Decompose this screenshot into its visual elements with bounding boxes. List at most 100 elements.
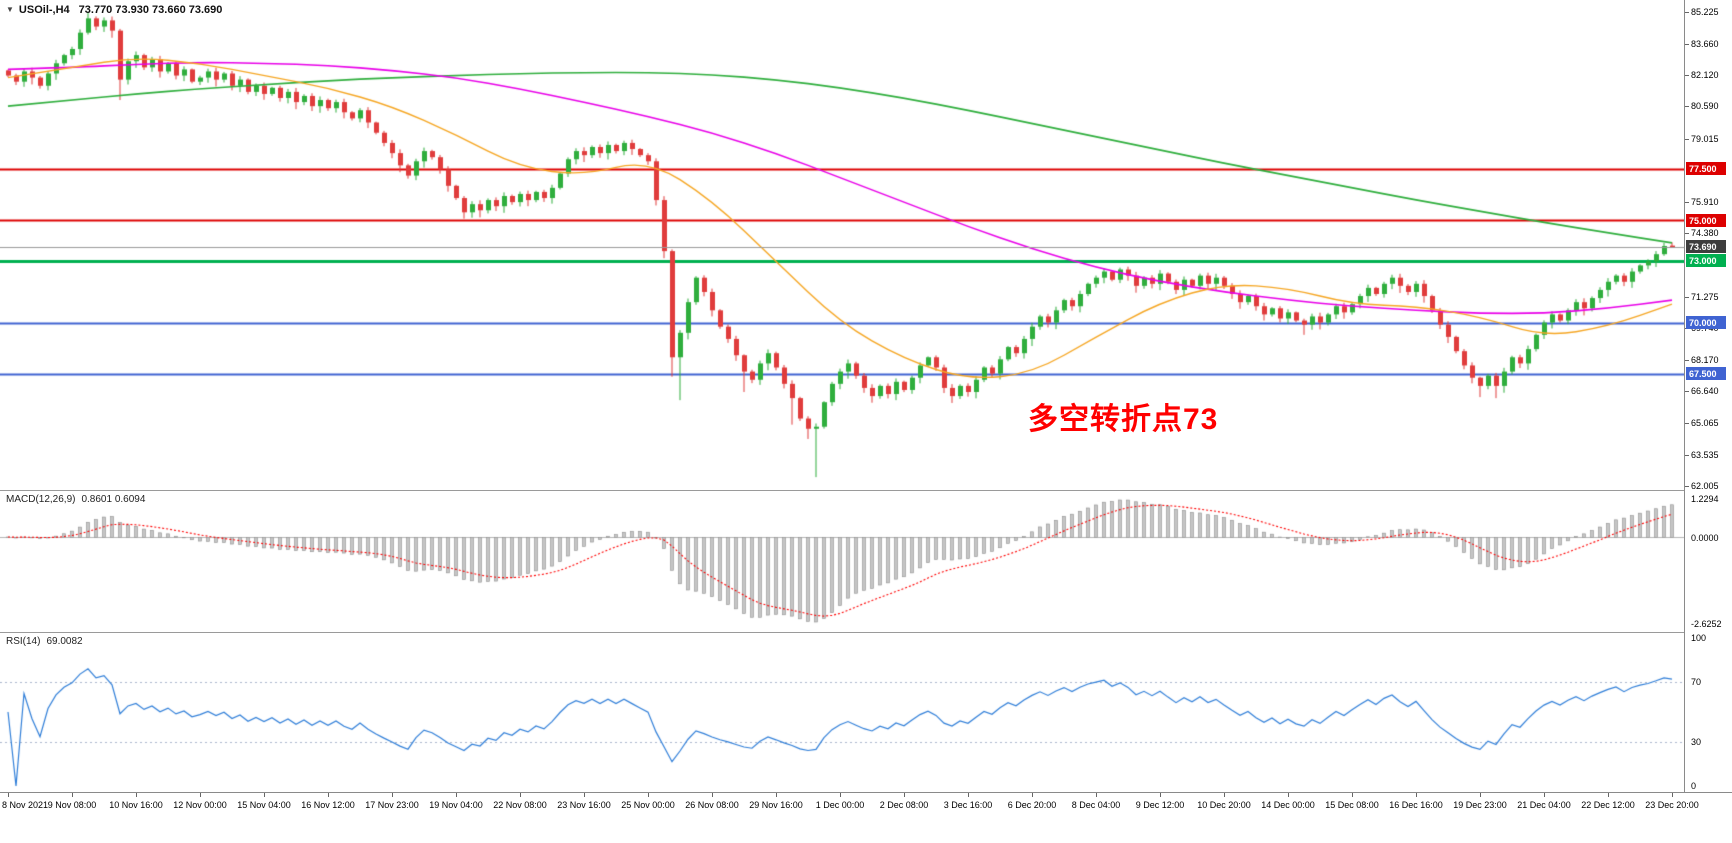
time-axis-tick xyxy=(1032,793,1033,797)
time-axis-tick xyxy=(136,793,137,797)
price-axis-tick xyxy=(1685,12,1689,13)
time-axis-label: 1 Dec 00:00 xyxy=(815,800,865,810)
time-axis-tick xyxy=(584,793,585,797)
price-axis-label: 83.660 xyxy=(1691,38,1719,49)
price-axis-label: 62.005 xyxy=(1691,480,1719,491)
price-axis-tick xyxy=(1685,202,1689,203)
price-axis-label: 68.170 xyxy=(1691,354,1719,365)
rsi-scale-label: 70 xyxy=(1691,677,1702,688)
time-axis-label: 15 Nov 04:00 xyxy=(237,800,291,810)
time-axis-tick xyxy=(1480,793,1481,797)
price-axis-tick xyxy=(1685,391,1689,392)
price-axis-label: 74.380 xyxy=(1691,228,1719,239)
time-axis-label: 19 Dec 23:00 xyxy=(1453,800,1507,810)
price-line-badge: 73.000 xyxy=(1686,254,1726,268)
time-axis-label: 16 Nov 12:00 xyxy=(301,800,355,810)
price-line-badge: 77.500 xyxy=(1686,162,1726,176)
chart-annotation-text[interactable]: 多空转折点73 xyxy=(1028,403,1219,436)
time-axis-label: 10 Dec 20:00 xyxy=(1197,800,1251,810)
price-axis-label: 79.015 xyxy=(1691,133,1719,144)
time-axis-label: 2 Dec 08:00 xyxy=(879,800,929,810)
panel-separator[interactable] xyxy=(0,632,1732,633)
price-axis[interactable]: 85.225 83.660 82.120 80.590 79.015 75.910 74.3… xyxy=(1684,0,1732,792)
price-axis-tick xyxy=(1685,44,1689,45)
rsi-indicator-label: RSI(14) 69.0082 xyxy=(6,636,83,647)
time-axis-tick xyxy=(328,793,329,797)
macd-scale-label: 0.0000 xyxy=(1691,532,1719,543)
price-axis-tick xyxy=(1685,455,1689,456)
price-axis-label: 85.225 xyxy=(1691,6,1719,17)
time-axis-tick xyxy=(1672,793,1673,797)
price-axis-label: 82.120 xyxy=(1691,70,1719,81)
price-line-badge: 70.000 xyxy=(1686,315,1726,329)
time-axis-label: 23 Dec 20:00 xyxy=(1645,800,1699,810)
time-axis-tick xyxy=(72,793,73,797)
macd-name: MACD(12,26,9) xyxy=(6,494,76,505)
time-axis-label: 9 Nov 08:00 xyxy=(47,800,97,810)
time-axis-tick xyxy=(968,793,969,797)
time-axis-tick xyxy=(1544,793,1545,797)
time-axis-label: 8 Nov 2021 xyxy=(2,800,49,810)
time-axis-tick xyxy=(1352,793,1353,797)
price-line-badge: 67.500 xyxy=(1686,366,1726,380)
time-axis-tick xyxy=(456,793,457,797)
macd-indicator-label: MACD(12,26,9) 0.8601 0.6094 xyxy=(6,494,145,505)
price-axis-label: 80.590 xyxy=(1691,101,1719,112)
time-axis-label: 10 Nov 16:00 xyxy=(109,800,163,810)
current-price-badge: 73.690 xyxy=(1686,240,1726,254)
time-axis-label: 12 Nov 00:00 xyxy=(173,800,227,810)
time-axis-label: 25 Nov 00:00 xyxy=(621,800,675,810)
time-axis-tick xyxy=(712,793,713,797)
time-axis-tick xyxy=(1096,793,1097,797)
time-axis-label: 14 Dec 00:00 xyxy=(1261,800,1315,810)
time-axis-label: 3 Dec 16:00 xyxy=(943,800,993,810)
symbol-timeframe: USOil-,H4 xyxy=(18,4,70,16)
time-axis-tick xyxy=(8,793,9,797)
price-axis-label: 75.910 xyxy=(1691,196,1719,207)
time-axis-label: 19 Nov 04:00 xyxy=(429,800,483,810)
time-axis-label: 23 Nov 16:00 xyxy=(557,800,611,810)
price-line-badge: 75.000 xyxy=(1686,213,1726,227)
price-axis-tick xyxy=(1685,139,1689,140)
time-axis-label: 22 Dec 12:00 xyxy=(1581,800,1635,810)
time-axis-label: 29 Nov 16:00 xyxy=(749,800,803,810)
rsi-scale-label: 30 xyxy=(1691,736,1702,747)
time-axis-tick xyxy=(264,793,265,797)
price-axis-tick xyxy=(1685,360,1689,361)
chart-canvas[interactable] xyxy=(0,0,1684,792)
time-axis-tick xyxy=(1224,793,1225,797)
time-axis-tick xyxy=(1416,793,1417,797)
price-axis-tick xyxy=(1685,297,1689,298)
rsi-name: RSI(14) xyxy=(6,636,41,647)
panel-separator[interactable] xyxy=(0,490,1732,491)
price-axis-tick xyxy=(1685,486,1689,487)
time-axis-label: 6 Dec 20:00 xyxy=(1007,800,1057,810)
time-axis-label: 8 Dec 04:00 xyxy=(1071,800,1121,810)
time-axis-tick xyxy=(1608,793,1609,797)
time-axis-tick xyxy=(1160,793,1161,797)
dropdown-arrow-icon[interactable]: ▼ xyxy=(6,5,14,14)
price-axis-tick xyxy=(1685,106,1689,107)
price-axis-label: 66.640 xyxy=(1691,386,1719,397)
time-axis-label: 16 Dec 16:00 xyxy=(1389,800,1443,810)
price-axis-label: 63.535 xyxy=(1691,449,1719,460)
rsi-scale-label: 100 xyxy=(1691,633,1707,643)
rsi-value: 69.0082 xyxy=(46,636,83,647)
time-axis-tick xyxy=(840,793,841,797)
time-axis-label: 15 Dec 08:00 xyxy=(1325,800,1379,810)
time-axis-tick xyxy=(1288,793,1289,797)
time-axis[interactable]: 8 Nov 2021 9 Nov 08:00 10 Nov 16:00 12 Nov … xyxy=(0,792,1732,819)
price-axis-label: 71.275 xyxy=(1691,291,1719,302)
ohlc-values: 73.770 73.930 73.660 73.690 xyxy=(78,4,223,16)
time-axis-label: 26 Nov 08:00 xyxy=(685,800,739,810)
time-axis-tick xyxy=(520,793,521,797)
price-axis-label: 65.065 xyxy=(1691,418,1719,429)
rsi-scale-label: 0 xyxy=(1691,781,1697,791)
time-axis-tick xyxy=(904,793,905,797)
time-axis-label: 9 Dec 12:00 xyxy=(1135,800,1185,810)
time-axis-label: 17 Nov 23:00 xyxy=(365,800,419,810)
chart-title: ▼ USOil-,H4 73.770 73.930 73.660 73.690 xyxy=(6,4,222,16)
time-axis-tick xyxy=(392,793,393,797)
macd-scale-label: -2.6252 xyxy=(1691,619,1722,629)
